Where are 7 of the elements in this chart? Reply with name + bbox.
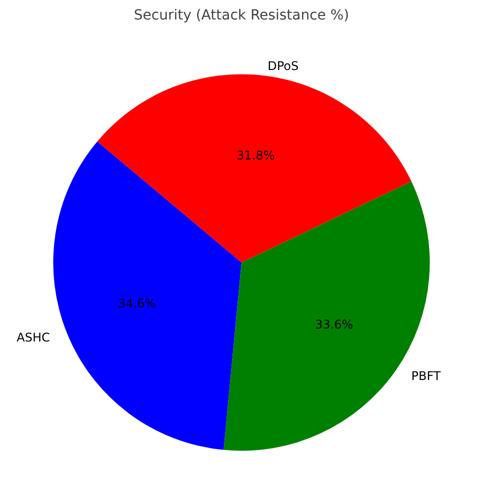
data-label: 34.6%	[118, 296, 156, 310]
slice-label: PBFT	[411, 368, 442, 383]
slice-label: DPoS	[268, 59, 299, 74]
data-label: 31.8%	[236, 148, 275, 162]
slice-label: ASHC	[16, 330, 50, 345]
chart-title: Security (Attack Resistance %)	[134, 8, 350, 24]
data-label: 33.6%	[315, 317, 354, 332]
